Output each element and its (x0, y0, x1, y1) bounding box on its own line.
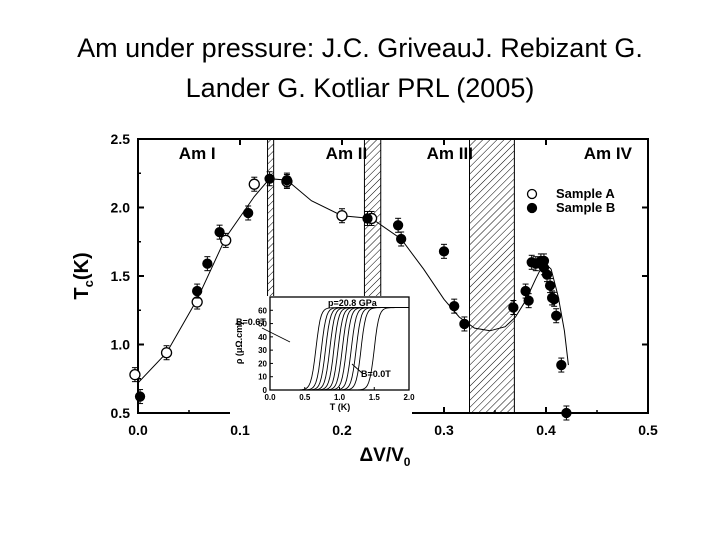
phase-boundary-band (469, 138, 515, 414)
resistivity-curve (290, 307, 409, 391)
inset-field-zero-arrow (351, 363, 363, 374)
sample-a-point (220, 234, 232, 247)
x-tick-label: 0.4 (536, 422, 556, 438)
sample-b-point (392, 220, 404, 231)
phase-label: Am III (427, 144, 473, 163)
slide-title-line-1: Am under pressure: J.C. GriveauJ. Rebiza… (77, 33, 643, 63)
y-axis-label-main: T (71, 287, 93, 299)
phase-label: Am IV (584, 144, 633, 163)
x-tick-label: 0.5 (638, 422, 658, 438)
slide-title-line-2: Lander G. Kotliar PRL (2005) (185, 73, 535, 103)
inset-y-tick-label: 0 (263, 386, 268, 395)
phase-label: Am II (326, 144, 368, 163)
slide-title: Am under pressure: J.C. GriveauJ. Rebiza… (0, 28, 720, 108)
inset-pressure-annotation: p=20.8 GPa (328, 298, 378, 308)
x-tick-label: 0.0 (128, 422, 148, 438)
sample-b-point (541, 269, 553, 280)
inset-x-tick-label: 2.0 (403, 393, 415, 402)
x-tick-label: 0.2 (332, 422, 352, 438)
inset-y-tick-label: 30 (258, 346, 267, 355)
y-tick-label: 2.0 (111, 200, 131, 216)
sample-b-point (396, 233, 407, 245)
inset-field-high-arrow (261, 327, 291, 343)
inset-field-zero-label: B=0.0T (361, 369, 391, 379)
sample-b-point (214, 227, 225, 238)
inset-resistivity-chart: 0.0 0.5 1.0 1.5 2.0 0 10 20 30 40 50 60 T (K) ρ (μΩ.c… (230, 296, 415, 416)
sample-b-point (551, 310, 562, 321)
inset-y-tick-label: 10 (258, 373, 267, 382)
sample-b-point (438, 246, 450, 257)
y-tick-label: 1.5 (111, 268, 131, 284)
inset-y-tick-label: 20 (258, 359, 267, 368)
inset-x-tick-label: 1.5 (369, 393, 381, 402)
y-tick-label: 2.5 (111, 131, 131, 147)
x-axis-label: ΔV/V0 (360, 445, 411, 469)
inset-x-axis-label: T (K) (330, 402, 351, 412)
sample-a-point (336, 210, 348, 222)
phase-label: Am I (179, 144, 216, 163)
sample-b-point (523, 295, 534, 306)
inset-y-axis-label: ρ (μΩ.cm) (234, 322, 244, 364)
legend-label: Sample B (556, 200, 615, 215)
inset-field-high-label: B=0.6T (236, 317, 266, 327)
sample-b-point (134, 391, 146, 402)
x-axis-label-main: ΔV/V (360, 445, 405, 466)
x-tick-label: 0.1 (230, 422, 250, 438)
inset-y-tick-label: 60 (258, 306, 267, 315)
y-axis-label-subscript: c (81, 280, 96, 287)
sample-a-point (129, 368, 141, 381)
inset-y-tick-label: 50 (258, 320, 267, 329)
sample-b-point (544, 280, 556, 291)
sample-b-point (549, 294, 560, 305)
sample-b-point (202, 258, 213, 269)
y-tick-label: 1.0 (111, 337, 131, 353)
x-tick-label: 0.3 (434, 422, 454, 438)
sample-b-point (192, 285, 203, 297)
y-tick-label: 0.5 (111, 405, 131, 421)
sample-b-point (561, 407, 572, 419)
sample-b-point (243, 207, 254, 219)
sample-a-point (248, 178, 260, 190)
sample-b-point (362, 213, 373, 224)
sample-b-point (459, 318, 470, 330)
sample-b-point (556, 359, 567, 371)
inset-x-tick-label: 1.0 (334, 393, 346, 402)
inset-y-tick-label: 40 (258, 333, 267, 342)
sample-b-point (508, 302, 519, 313)
x-axis-label-subscript: 0 (404, 455, 411, 469)
sample-b-point (281, 174, 293, 186)
inset-x-tick-label: 0.5 (299, 393, 311, 402)
legend-label: Sample A (556, 186, 615, 201)
inset-x-tick-label: 0.0 (264, 393, 276, 402)
y-axis-label: Tc(K) (71, 252, 96, 299)
legend-marker (526, 188, 538, 200)
sample-b-point (449, 300, 460, 312)
sample-a-point (160, 347, 173, 359)
legend-marker (526, 202, 538, 214)
sample-b-point (538, 255, 550, 267)
y-axis-label-unit: (K) (71, 252, 93, 280)
main-chart: 0.0 0.1 0.2 0.3 0.4 0.50.51.01.52.02.5ΔV/V0Tc… (71, 131, 658, 469)
sample-b-point (264, 173, 275, 184)
